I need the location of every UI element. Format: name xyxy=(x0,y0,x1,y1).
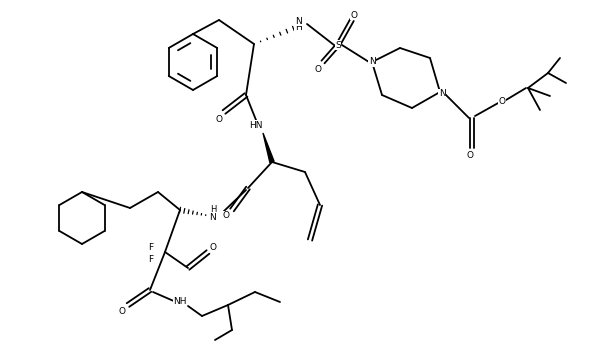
Text: O: O xyxy=(499,98,506,106)
Text: O: O xyxy=(215,115,223,123)
Text: N: N xyxy=(209,213,217,222)
Text: S: S xyxy=(335,41,341,49)
Text: O: O xyxy=(466,150,474,160)
Text: H: H xyxy=(295,24,301,32)
Text: F: F xyxy=(148,242,154,252)
Text: H: H xyxy=(210,206,216,214)
Text: O: O xyxy=(209,242,217,252)
Text: N: N xyxy=(439,89,445,99)
Text: O: O xyxy=(223,211,229,221)
Text: F: F xyxy=(148,255,154,265)
Text: N: N xyxy=(368,58,375,66)
Text: O: O xyxy=(119,307,125,315)
Polygon shape xyxy=(263,133,274,163)
Text: HN: HN xyxy=(249,120,263,130)
Text: N: N xyxy=(295,16,301,26)
Text: O: O xyxy=(315,64,321,74)
Text: NH: NH xyxy=(173,297,187,307)
Text: O: O xyxy=(350,11,358,19)
